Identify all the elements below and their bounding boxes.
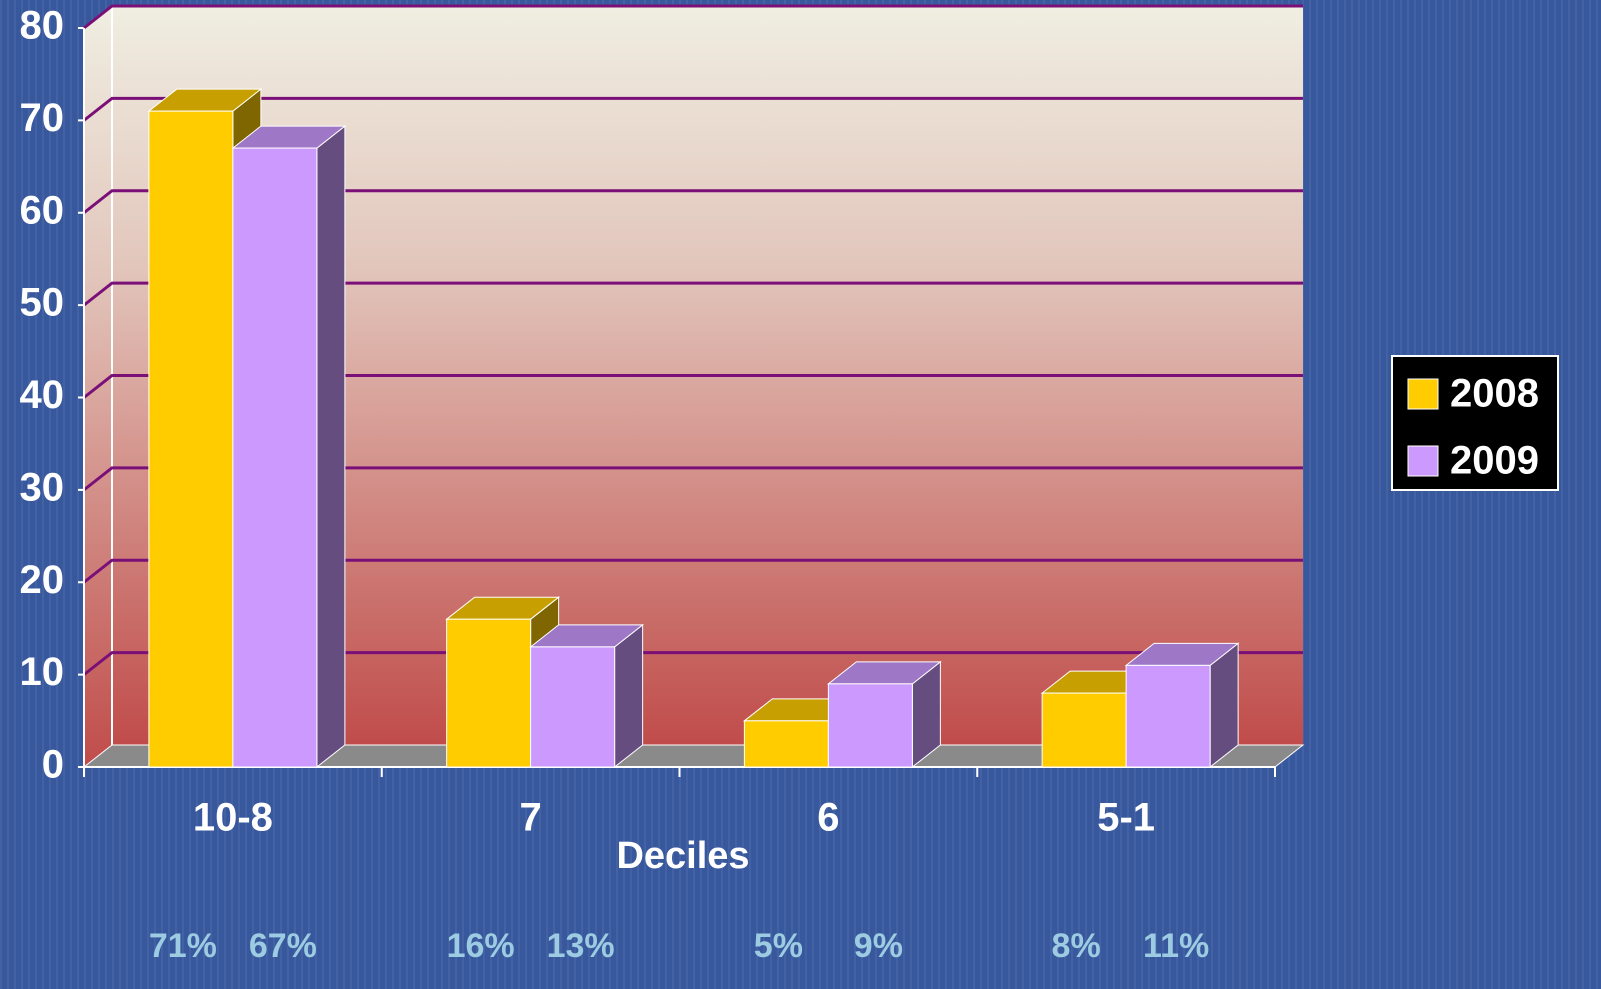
y-tick-label: 10 — [20, 650, 65, 694]
bar — [743, 720, 829, 768]
bar — [827, 683, 913, 768]
bar — [1125, 664, 1211, 768]
grid-line — [83, 558, 1303, 584]
x-tick-label: 5-1 — [1097, 796, 1155, 840]
bar-side — [614, 623, 644, 769]
grid-line — [83, 4, 1303, 30]
value-label: 8% — [1052, 927, 1101, 965]
bar — [530, 646, 616, 768]
value-label: 16% — [447, 927, 515, 965]
value-label: 67% — [249, 927, 317, 965]
grid-line — [83, 281, 1303, 307]
y-tick-label: 60 — [20, 188, 65, 232]
value-label: 5% — [754, 927, 803, 965]
y-tick-label: 70 — [20, 96, 65, 140]
value-label: 13% — [547, 927, 615, 965]
value-label: 71% — [149, 927, 217, 965]
legend-label: 2009 — [1450, 439, 1539, 483]
grid-line — [83, 374, 1303, 399]
legend-swatch — [1407, 445, 1439, 477]
x-tick-label: 6 — [817, 796, 839, 840]
bar — [232, 147, 318, 768]
grid-line — [83, 189, 1303, 214]
bar — [446, 618, 532, 768]
grid-line — [83, 651, 1303, 676]
y-tick-label: 80 — [20, 4, 65, 48]
bar — [1041, 692, 1127, 768]
y-tick-label: 40 — [20, 373, 65, 417]
y-tick-label: 0 — [42, 743, 64, 787]
x-axis-title: Deciles — [616, 835, 749, 877]
x-tick-label: 7 — [520, 796, 542, 840]
y-tick-label: 30 — [20, 465, 65, 509]
y-tick-label: 50 — [20, 281, 65, 325]
legend-swatch — [1407, 378, 1439, 410]
grid-line — [83, 466, 1303, 492]
x-tick-label: 10-8 — [193, 796, 273, 840]
y-tick-label: 20 — [20, 558, 65, 602]
value-label: 9% — [854, 927, 903, 965]
legend-label: 2008 — [1450, 372, 1539, 416]
bar-side — [316, 125, 346, 769]
grid-line — [83, 96, 1303, 122]
value-label: 11% — [1143, 927, 1209, 965]
bar — [148, 110, 234, 768]
